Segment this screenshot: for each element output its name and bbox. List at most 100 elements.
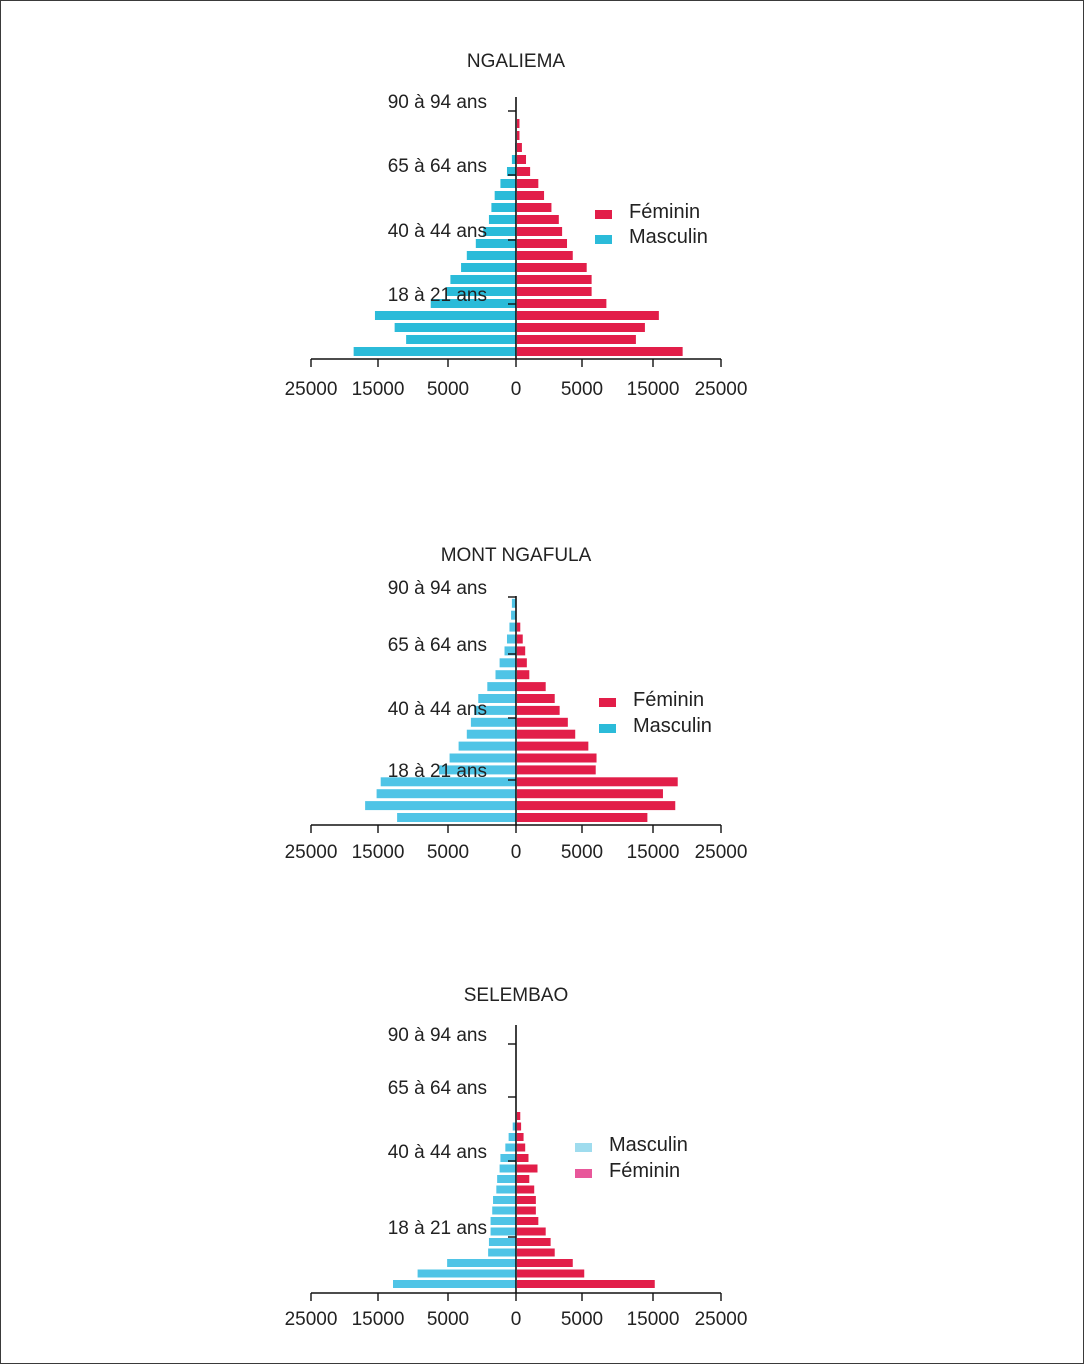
bar-masculin	[493, 1196, 516, 1204]
bar-masculin	[397, 813, 516, 822]
bar-feminin	[517, 1175, 530, 1183]
bar-feminin	[517, 634, 523, 644]
bar-masculin	[504, 646, 516, 656]
bar-masculin	[488, 215, 516, 224]
bar-masculin	[495, 670, 516, 680]
bar-feminin	[517, 347, 683, 356]
y-tick-label: 90 à 94 ans	[388, 1025, 487, 1046]
bar-feminin	[517, 729, 576, 739]
pyramid-chart-1: MONT NGAFULA 90 à 94 ans 65 à 64 ans 40 à 4…	[285, 545, 748, 863]
bar-feminin	[517, 813, 648, 822]
x-tick-label: 5000	[427, 379, 469, 400]
bar-feminin	[517, 1269, 585, 1278]
bar-feminin	[517, 155, 527, 164]
bar-masculin	[406, 335, 516, 344]
x-tick-label: 25000	[285, 842, 338, 863]
bar-masculin	[499, 658, 516, 668]
bar-masculin	[511, 155, 516, 164]
chart-title: NGALIEMA	[467, 51, 566, 72]
bar-masculin	[506, 634, 516, 644]
pyramid-chart-0: NGALIEMA 90 à 94 ans 65 à 64 ans 40 à 44 an…	[285, 51, 748, 400]
x-tick-label: 15000	[627, 842, 680, 863]
bar-feminin	[517, 658, 527, 668]
bar-feminin	[517, 741, 589, 751]
legend-swatch	[599, 698, 616, 707]
bar-masculin	[509, 622, 516, 632]
bar-masculin	[496, 1185, 516, 1194]
bar-feminin	[517, 251, 573, 260]
bar-feminin	[517, 1248, 555, 1257]
bar-feminin	[517, 119, 520, 128]
bar-masculin	[474, 705, 516, 715]
bar-masculin	[470, 717, 516, 727]
x-tick-label: 5000	[561, 842, 603, 863]
bar-masculin	[488, 1248, 516, 1257]
bar-feminin	[517, 1217, 539, 1225]
bar-feminin	[517, 1112, 521, 1120]
y-tick-label: 40 à 44 ans	[388, 221, 487, 242]
bar-feminin	[517, 1143, 526, 1152]
legend-label: Féminin	[633, 689, 704, 711]
bar-feminin	[517, 203, 552, 212]
bar-feminin	[517, 179, 539, 188]
bar-feminin	[517, 1227, 546, 1236]
bar-masculin	[487, 682, 516, 692]
y-tick-label: 90 à 94 ans	[388, 578, 487, 599]
x-tick-label: 15000	[627, 379, 680, 400]
bar-masculin	[512, 1122, 516, 1131]
bar-masculin	[461, 263, 516, 272]
bar-feminin	[517, 765, 596, 775]
bar-masculin	[447, 1259, 516, 1267]
x-tick-label: 15000	[352, 379, 405, 400]
x-tick-label: 0	[511, 379, 522, 400]
bar-feminin	[517, 215, 559, 224]
y-tick-label: 18 à 21 ans	[388, 761, 487, 782]
bar-feminin	[517, 275, 592, 284]
x-tick-label: 5000	[561, 1309, 603, 1330]
bar-feminin	[517, 1164, 538, 1173]
bar-feminin	[517, 777, 678, 787]
bar-masculin	[494, 191, 516, 200]
y-tick-label: 90 à 94 ans	[388, 92, 487, 113]
x-tick-label: 25000	[695, 379, 748, 400]
y-tick-label: 65 à 64 ans	[388, 156, 487, 177]
x-tick-label: 25000	[285, 1309, 338, 1330]
bar-feminin	[517, 717, 568, 727]
x-tick-label: 25000	[285, 379, 338, 400]
bar-masculin	[446, 287, 516, 296]
bar-masculin	[380, 777, 516, 787]
bar-feminin	[517, 646, 526, 656]
bar-masculin	[394, 323, 516, 332]
bar-feminin	[517, 801, 676, 811]
bar-feminin	[517, 1206, 536, 1215]
bar-masculin	[466, 729, 516, 739]
legend-label: Masculin	[609, 1134, 688, 1156]
bar-masculin	[376, 789, 516, 799]
bar-feminin	[517, 682, 546, 692]
bar-feminin	[517, 1280, 655, 1288]
bar-feminin	[517, 1122, 522, 1131]
bar-feminin	[517, 299, 607, 308]
bar-masculin	[511, 598, 516, 608]
chart-title: MONT NGAFULA	[441, 545, 592, 566]
bar-feminin	[517, 287, 592, 296]
bar-masculin	[488, 1238, 516, 1246]
y-tick-label: 65 à 64 ans	[388, 635, 487, 656]
bar-feminin	[517, 1133, 524, 1141]
legend-label: Masculin	[629, 226, 708, 248]
legend-label: Féminin	[629, 201, 700, 223]
x-tick-label: 25000	[695, 842, 748, 863]
bar-feminin	[517, 1185, 535, 1194]
bar-masculin	[449, 753, 516, 763]
x-tick-label: 15000	[352, 1309, 405, 1330]
x-tick-label: 5000	[427, 1309, 469, 1330]
bar-masculin	[417, 1269, 516, 1278]
bar-masculin	[430, 299, 516, 308]
pyramid-chart-2: SELEMBAO 90 à 94 ans 65 à 64 ans 40 à 44 an…	[285, 985, 748, 1330]
bar-masculin	[490, 1217, 516, 1225]
legend-label: Masculin	[633, 715, 712, 737]
bar-feminin	[517, 131, 520, 140]
bar-masculin	[450, 275, 516, 284]
bar-masculin	[500, 179, 516, 188]
